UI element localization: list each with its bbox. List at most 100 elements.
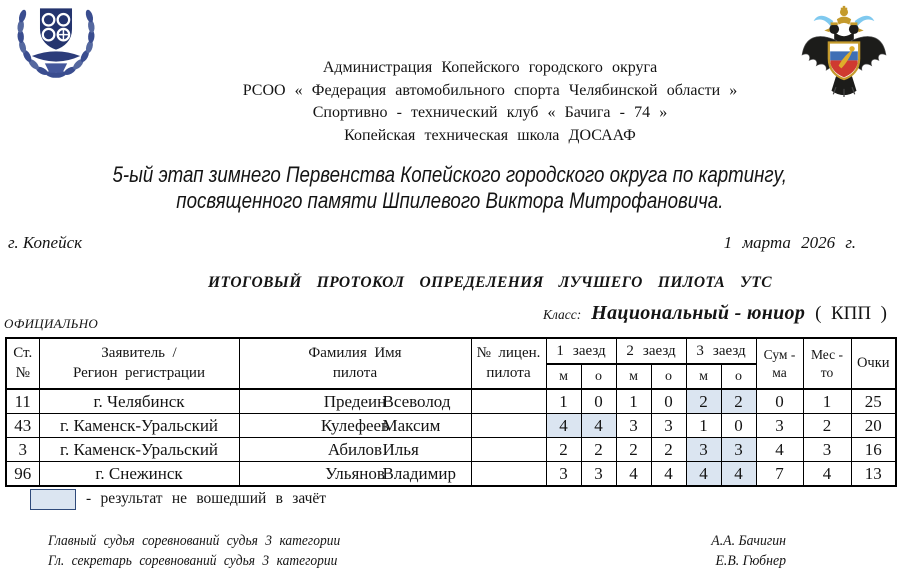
cell-sum: 7 bbox=[755, 461, 804, 487]
cell-license bbox=[470, 413, 547, 438]
cell-start-no: 43 bbox=[5, 413, 40, 438]
official-label: ОФИЦИАЛЬНО bbox=[4, 316, 99, 331]
signature-roles: Главный судья соревнований судья 3 катег… bbox=[48, 531, 340, 568]
col-header-race2-o: о bbox=[650, 363, 687, 390]
chief-judge-name: А.А. Бачигин bbox=[711, 533, 786, 549]
signature-names: А.А. Бачигин Е.В. Гюбнер bbox=[602, 531, 786, 568]
legend-highlight-swatch bbox=[30, 489, 76, 510]
pilot-given-name: Владимир bbox=[382, 463, 456, 483]
cell-points: 13 bbox=[850, 461, 897, 487]
cell-race-result: 1 bbox=[615, 388, 652, 414]
org-line: Спортивно - технический клуб « Бачига - … bbox=[312, 104, 668, 121]
raf-wreath-logo-icon bbox=[8, 4, 104, 87]
cell-points: 16 bbox=[850, 437, 897, 462]
cell-race-result-not-counted: 4 bbox=[685, 461, 722, 487]
city-label: г. Копейск bbox=[8, 233, 83, 252]
table-row: 11 г. Челябинск Предеин Всеволод 1 0 1 0… bbox=[5, 388, 897, 414]
cell-race-result-not-counted: 2 bbox=[720, 388, 757, 414]
cell-sum: 3 bbox=[755, 413, 804, 438]
cell-points: 20 bbox=[850, 413, 897, 438]
table-row: 96 г. Снежинск Ульянов Владимир 3 3 4 4 … bbox=[5, 461, 897, 487]
col-header-start-no: Ст. № bbox=[5, 337, 40, 390]
cell-race-result-not-counted: 4 bbox=[580, 413, 617, 438]
cell-race-result: 0 bbox=[580, 388, 617, 414]
cell-place: 4 bbox=[802, 461, 852, 487]
cell-sum: 4 bbox=[755, 437, 804, 462]
cell-race-result: 3 bbox=[650, 413, 687, 438]
cell-race-result: 3 bbox=[580, 461, 617, 487]
col-header-applicant: Заявитель / Регион регистрации bbox=[38, 337, 240, 390]
col-header-points: Очки bbox=[850, 337, 897, 390]
cell-license bbox=[470, 461, 547, 487]
organization-header: Администрация Копейского городского окру… bbox=[85, 57, 895, 147]
cell-place: 3 bbox=[802, 437, 852, 462]
chief-judge-role: Главный судья соревнований судья 3 катег… bbox=[48, 533, 341, 549]
col-header-race3: 3 заезд bbox=[685, 337, 757, 365]
class-value: Национальный - юниор bbox=[591, 302, 806, 324]
chief-secretary-name: Е.В. Гюбнер bbox=[715, 553, 786, 568]
cell-race-result: 0 bbox=[720, 413, 757, 438]
cell-race-result-not-counted: 4 bbox=[545, 413, 582, 438]
cell-race-result: 3 bbox=[545, 461, 582, 487]
cell-pilot: Кулефеев Максим bbox=[238, 413, 472, 438]
chief-secretary-role: Гл. секретарь соревнований судья 3 катег… bbox=[48, 553, 338, 568]
cell-race-result-not-counted: 2 bbox=[685, 388, 722, 414]
col-header-race1-o: о bbox=[580, 363, 617, 390]
eagle-emblem-graphic bbox=[801, 5, 887, 97]
col-header-place: Мес - то bbox=[802, 337, 852, 390]
col-header-pilot-name: Фамилия Имя пилота bbox=[238, 337, 472, 390]
cell-start-no: 11 bbox=[5, 388, 40, 414]
pilot-surname: Абилов bbox=[327, 439, 383, 459]
table-row: 43 г. Каменск-Уральский Кулефеев Максим … bbox=[5, 413, 897, 438]
col-header-race1-m: м bbox=[545, 363, 582, 390]
org-line: Копейская техническая школа ДОСААФ bbox=[344, 126, 636, 144]
col-header-race1: 1 заезд bbox=[545, 337, 617, 365]
cell-race-result: 2 bbox=[545, 437, 582, 462]
cell-race-result: 1 bbox=[685, 413, 722, 438]
cell-race-result: 1 bbox=[545, 388, 582, 414]
cell-race-result: 0 bbox=[650, 388, 687, 414]
cell-place: 2 bbox=[802, 413, 852, 438]
col-header-license: № лицен. пилота bbox=[470, 337, 547, 390]
cell-race-result: 2 bbox=[580, 437, 617, 462]
cell-sum: 0 bbox=[755, 388, 804, 414]
cell-race-result-not-counted: 3 bbox=[685, 437, 722, 462]
ministry-sport-eagle-logo-icon bbox=[799, 5, 889, 110]
org-line: Администрация Копейского городского окру… bbox=[322, 59, 658, 76]
cell-region: г. Каменск-Уральский bbox=[38, 437, 240, 462]
cell-race-result: 4 bbox=[615, 461, 652, 487]
class-label: Класс: bbox=[543, 307, 582, 322]
cell-region: г. Снежинск bbox=[38, 461, 240, 487]
cell-race-result: 3 bbox=[615, 413, 652, 438]
class-suffix: ( КПП ) bbox=[815, 303, 887, 324]
cell-pilot: Абилов Илья bbox=[238, 437, 472, 462]
org-line: РСОО « Федерация автомобильного спорта Ч… bbox=[242, 81, 738, 99]
date-label: 1 марта 2026 г. bbox=[723, 233, 856, 252]
protocol-heading: ИТОГОВЫЙ ПРОТОКОЛ ОПРЕДЕЛЕНИЯ ЛУЧШЕГО ПИ… bbox=[208, 274, 772, 291]
legend-text: - результат не вошедший в зачёт bbox=[86, 490, 327, 507]
table-row: 3 г. Каменск-Уральский Абилов Илья 2 2 2… bbox=[5, 437, 897, 462]
col-header-race2-m: м bbox=[615, 363, 652, 390]
cell-race-result: 2 bbox=[615, 437, 652, 462]
cell-race-result: 4 bbox=[650, 461, 687, 487]
col-header-race3-m: м bbox=[685, 363, 722, 390]
cell-start-no: 3 bbox=[5, 437, 40, 462]
pilot-given-name: Всеволод bbox=[382, 391, 451, 411]
cell-race-result-not-counted: 3 bbox=[720, 437, 757, 462]
cell-place: 1 bbox=[802, 388, 852, 414]
results-table: Ст. № Заявитель / Регион регистрации Фам… bbox=[5, 337, 897, 487]
col-header-race3-o: о bbox=[720, 363, 757, 390]
cell-license bbox=[470, 437, 547, 462]
wreath-emblem-graphic bbox=[17, 7, 95, 78]
col-header-race2: 2 заезд bbox=[615, 337, 687, 365]
pilot-surname: Кулефеев bbox=[320, 415, 390, 435]
cell-pilot: Предеин Всеволод bbox=[238, 388, 472, 414]
cell-region: г. Челябинск bbox=[38, 388, 240, 414]
cell-region: г. Каменск-Уральский bbox=[38, 413, 240, 438]
col-header-sum: Сум - ма bbox=[755, 337, 804, 390]
pilot-given-name: Максим bbox=[382, 415, 441, 435]
cell-race-result-not-counted: 4 bbox=[720, 461, 757, 487]
pilot-surname: Ульянов bbox=[325, 463, 385, 483]
cell-points: 25 bbox=[850, 388, 897, 414]
